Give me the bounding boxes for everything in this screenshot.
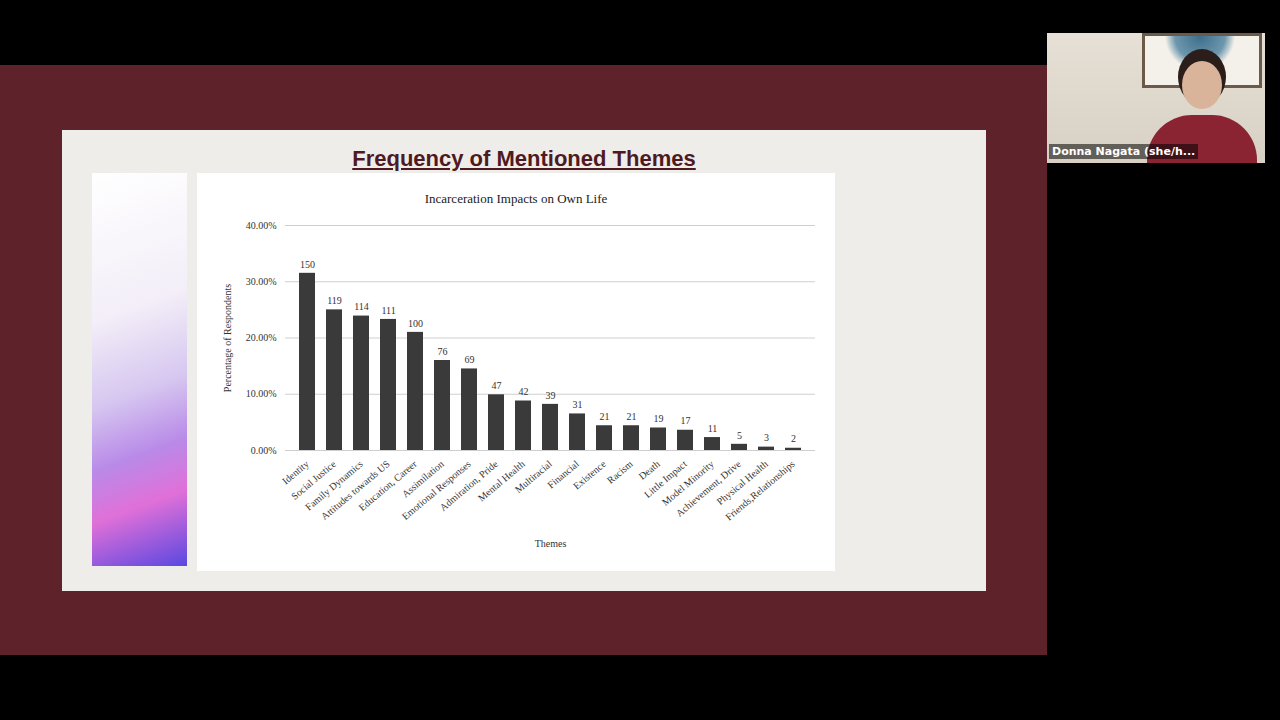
svg-text:Family Dynamics: Family Dynamics xyxy=(303,458,365,513)
svg-text:Emotional Responses: Emotional Responses xyxy=(399,458,473,523)
svg-text:5: 5 xyxy=(737,430,742,441)
svg-text:Education, Career: Education, Career xyxy=(356,458,419,513)
svg-text:Little Impact: Little Impact xyxy=(642,458,689,500)
svg-text:39: 39 xyxy=(546,390,556,401)
svg-text:Death: Death xyxy=(636,458,662,482)
svg-text:Financial: Financial xyxy=(545,458,581,491)
svg-text:Social Justice: Social Justice xyxy=(288,458,338,502)
svg-text:17: 17 xyxy=(681,415,691,426)
svg-text:11: 11 xyxy=(708,423,718,434)
svg-text:Physical Health: Physical Health xyxy=(714,458,770,508)
svg-text:42: 42 xyxy=(519,386,529,397)
svg-text:10.00%: 10.00% xyxy=(246,388,277,399)
svg-text:111: 111 xyxy=(381,305,395,316)
svg-text:40.00%: 40.00% xyxy=(246,220,277,231)
svg-text:19: 19 xyxy=(654,413,664,424)
svg-text:0.00%: 0.00% xyxy=(251,445,277,456)
svg-text:Assimilation: Assimilation xyxy=(399,458,446,500)
svg-text:100: 100 xyxy=(408,318,423,329)
svg-text:Mental Health: Mental Health xyxy=(475,458,527,504)
svg-text:20.00%: 20.00% xyxy=(246,332,277,343)
svg-text:Admiration, Pride: Admiration, Pride xyxy=(437,458,500,513)
svg-text:119: 119 xyxy=(327,295,342,306)
svg-text:Identity: Identity xyxy=(279,458,311,487)
svg-text:21: 21 xyxy=(627,411,637,422)
svg-text:Racism: Racism xyxy=(605,458,635,486)
html-text:Frequency of Mentioned Themes: Frequency of Mentioned Themes xyxy=(352,146,696,171)
svg-text:47: 47 xyxy=(492,380,502,391)
svg-text:Achievement, Drive: Achievement, Drive xyxy=(673,458,743,519)
html-text:Donna Nagata (she/h...: Donna Nagata (she/h... xyxy=(1052,145,1196,158)
svg-text:69: 69 xyxy=(465,354,475,365)
svg-text:Themes: Themes xyxy=(535,538,567,549)
svg-text:114: 114 xyxy=(354,301,369,312)
svg-text:3: 3 xyxy=(764,432,769,443)
svg-text:31: 31 xyxy=(573,399,583,410)
svg-text:Multiracial: Multiracial xyxy=(513,458,554,495)
svg-text:21: 21 xyxy=(600,411,610,422)
svg-text:Model Minority: Model Minority xyxy=(659,458,716,508)
svg-text:Existence: Existence xyxy=(571,458,608,492)
svg-text:Attitudes towards US: Attitudes towards US xyxy=(318,458,392,522)
svg-text:2: 2 xyxy=(791,433,796,444)
svg-text:76: 76 xyxy=(438,346,448,357)
svg-text:Friends,Relationships: Friends,Relationships xyxy=(723,458,797,522)
svg-text:Percentage of Respondents: Percentage of Respondents xyxy=(222,284,233,392)
svg-text:30.00%: 30.00% xyxy=(246,276,277,287)
svg-text:150: 150 xyxy=(300,259,315,270)
html-text:Incarceration Impacts on Own L: Incarceration Impacts on Own Life xyxy=(424,191,608,206)
